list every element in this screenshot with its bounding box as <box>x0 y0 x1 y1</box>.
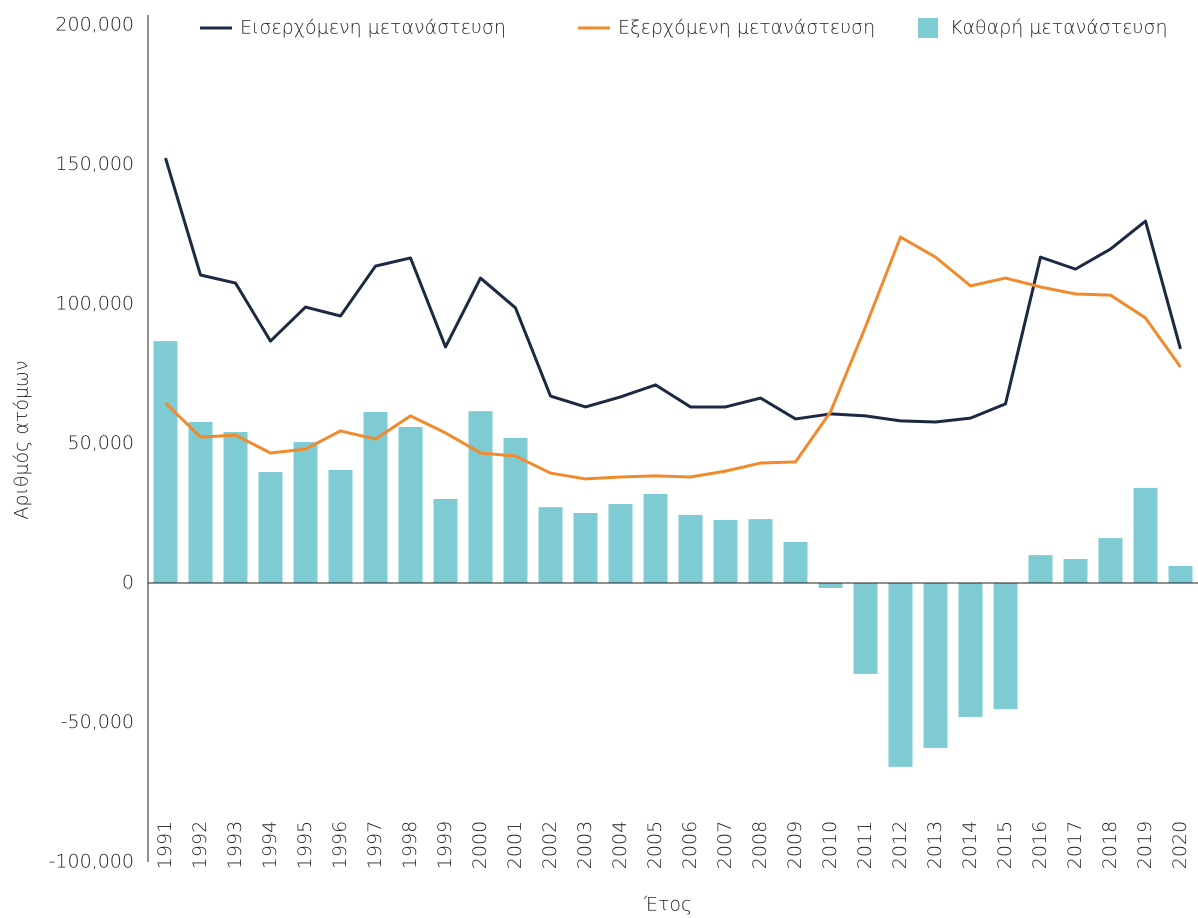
y-tick-label: -100,000 <box>49 851 134 873</box>
x-tick-label: 1995 <box>294 821 316 869</box>
line <box>164 157 1182 424</box>
x-tick-label: 2013 <box>924 821 946 869</box>
bar <box>538 507 563 583</box>
bar <box>1028 555 1053 583</box>
x-tick-label: 2008 <box>749 821 771 869</box>
bar <box>1133 487 1158 583</box>
bar <box>923 583 948 748</box>
bar <box>398 427 423 583</box>
x-axis-title: Έτος <box>643 894 692 916</box>
x-tick-label: 2001 <box>504 821 526 869</box>
bar <box>328 470 353 583</box>
legend-swatch <box>918 18 938 38</box>
bar <box>608 504 633 583</box>
bar <box>1098 538 1123 583</box>
x-tick-label: 2000 <box>469 821 491 869</box>
x-tick-label: 2020 <box>1169 821 1191 869</box>
bar <box>258 471 283 583</box>
y-tick-label: 150,000 <box>55 153 134 175</box>
bar <box>643 493 668 583</box>
bar <box>713 519 738 583</box>
x-tick-label: 2019 <box>1134 821 1156 869</box>
y-tick-label: 200,000 <box>55 14 134 36</box>
bar <box>993 583 1018 710</box>
x-tick-label: 1993 <box>224 821 246 869</box>
bar <box>678 514 703 583</box>
x-tick-label: 2010 <box>819 821 841 869</box>
bar <box>853 583 878 674</box>
y-tick-label: 0 <box>122 572 134 594</box>
x-tick-label: 2014 <box>959 821 981 869</box>
x-tick-label: 1992 <box>189 821 211 869</box>
x-tick-label: 1998 <box>399 821 421 869</box>
x-tick-label: 2009 <box>784 821 806 869</box>
x-tick-label: 2006 <box>679 821 701 869</box>
bar <box>783 541 808 583</box>
x-tick-label: 1999 <box>434 821 456 869</box>
legend-label: Εισερχόμενη μετανάστευση <box>240 17 506 39</box>
bar <box>223 432 248 583</box>
y-axis-title: Αριθμός ατόμων <box>11 360 33 519</box>
bar <box>748 519 773 583</box>
bar <box>188 422 213 583</box>
line <box>164 235 1182 481</box>
bar <box>958 583 983 717</box>
bar <box>888 583 913 767</box>
bar <box>818 583 843 589</box>
y-tick-label: -50,000 <box>61 711 134 733</box>
x-tick-label: 2007 <box>714 821 736 869</box>
x-tick-label: 2004 <box>609 821 631 869</box>
x-tick-label: 2018 <box>1099 821 1121 869</box>
bar <box>468 411 493 583</box>
y-tick-label: 50,000 <box>68 432 134 454</box>
x-tick-label: 2016 <box>1029 821 1051 869</box>
bar <box>1168 565 1193 583</box>
x-tick-label: 1994 <box>259 821 281 869</box>
x-tick-label: 2005 <box>644 821 666 869</box>
x-tick-label: 1996 <box>329 821 351 869</box>
bar <box>153 341 178 583</box>
x-tick-label: 2017 <box>1064 821 1086 869</box>
bar <box>433 499 458 583</box>
legend-label: Καθαρή μετανάστευση <box>950 17 1168 39</box>
bar <box>573 512 598 583</box>
bar <box>503 437 528 583</box>
x-tick-label: 2012 <box>889 821 911 869</box>
x-tick-label: 2011 <box>854 821 876 869</box>
x-tick-label: 2002 <box>539 821 561 869</box>
bar <box>1063 559 1088 583</box>
x-tick-label: 2003 <box>574 821 596 869</box>
y-tick-label: 100,000 <box>55 293 134 315</box>
x-tick-label: 2015 <box>994 821 1016 869</box>
x-tick-label: 1997 <box>364 821 386 869</box>
legend-label: Εξερχόμενη μετανάστευση <box>618 17 875 39</box>
x-tick-label: 1991 <box>154 821 176 869</box>
bar <box>293 442 318 583</box>
